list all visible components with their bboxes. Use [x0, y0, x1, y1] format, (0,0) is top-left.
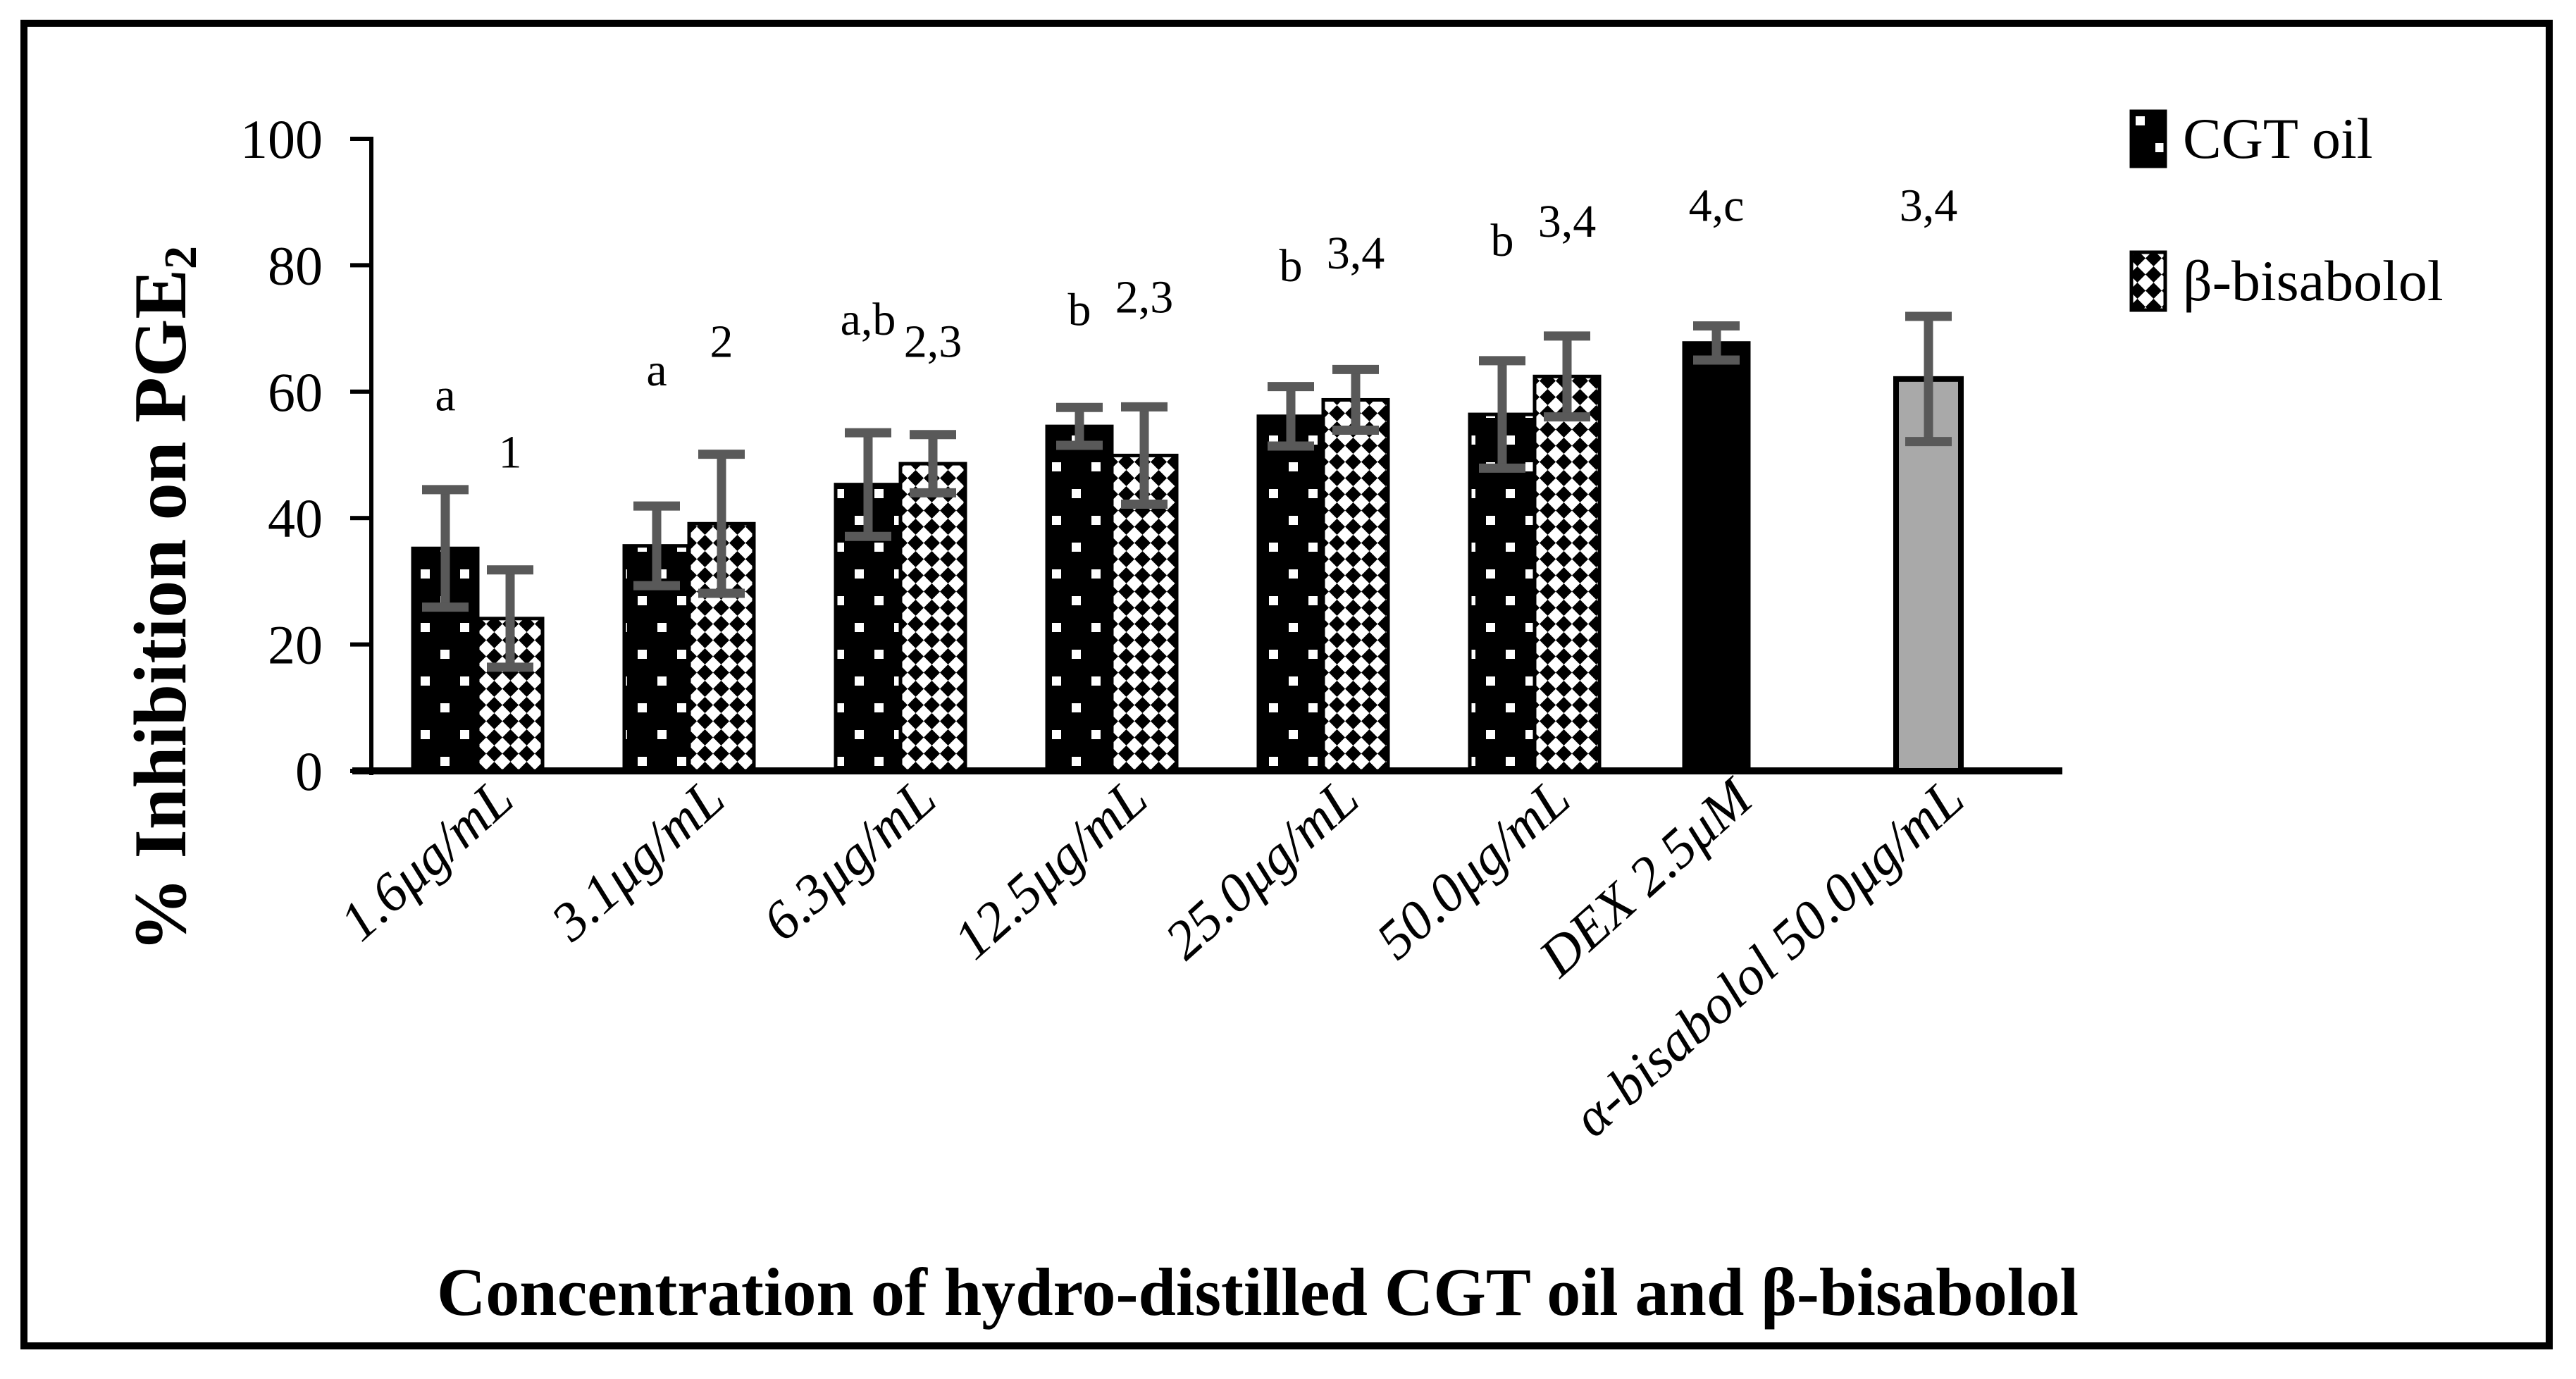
significance-note: 2 [710, 316, 733, 367]
y-tick [350, 642, 372, 647]
figure-border [20, 20, 2553, 1349]
significance-note: b [1491, 215, 1514, 266]
significance-note: 2,3 [904, 316, 962, 367]
beta-bisabolol-swatch-icon [2129, 250, 2167, 312]
bar [1256, 414, 1325, 773]
legend-item: β-bisabolol [2129, 248, 2444, 314]
y-axis-title-text: % Inhibition on PGE [119, 268, 202, 953]
y-tick-label: 40 [268, 488, 323, 549]
significance-note: 1 [499, 426, 522, 478]
legend-label: β-bisabolol [2183, 249, 2444, 313]
significance-note: 3,4 [1900, 180, 1958, 232]
x-axis-title: Concentration of hydro-distilled CGT oil… [436, 1254, 2079, 1330]
x-category-label: α-bisabolol 50.0μg/mL [1561, 767, 1975, 1149]
x-category-label: 12.5μg/mL [941, 767, 1158, 971]
y-tick-label: 60 [268, 361, 323, 423]
y-tick [350, 389, 372, 394]
x-axis-line [352, 767, 2062, 774]
y-tick-label: 20 [268, 614, 323, 676]
significance-note: a [435, 370, 455, 421]
bar [1532, 374, 1602, 773]
significance-note: b [1280, 240, 1303, 292]
legend: CGT oil β-bisabolol [2129, 106, 2444, 314]
significance-note: a [646, 345, 667, 396]
x-category-label: 1.6μg/mL [328, 767, 524, 952]
bar [898, 462, 967, 773]
y-tick [350, 137, 372, 141]
x-category-label: 25.0μg/mL [1153, 767, 1370, 971]
x-category-label: 6.3μg/mL [750, 767, 947, 952]
y-tick [350, 516, 372, 521]
significance-note: 3,4 [1538, 196, 1597, 247]
significance-note: 3,4 [1327, 228, 1385, 279]
legend-label: CGT oil [2183, 106, 2373, 171]
significance-note: 4,c [1689, 180, 1745, 232]
bar [1321, 397, 1390, 773]
y-tick-label: 0 [295, 741, 323, 802]
y-tick [350, 263, 372, 268]
significance-note: 2,3 [1115, 272, 1174, 323]
y-tick [350, 769, 372, 773]
y-axis-title-subscript: 2 [154, 245, 206, 269]
y-tick-label: 80 [268, 235, 323, 296]
significance-note: b [1068, 285, 1091, 336]
bar [1045, 424, 1114, 773]
y-tick-label: 100 [240, 109, 323, 170]
bar [1682, 341, 1751, 773]
y-axis-title: % Inhibition on PGE2 [118, 245, 206, 953]
x-category-label: 3.1μg/mL [539, 767, 736, 953]
y-axis-line [369, 137, 373, 775]
legend-item: CGT oil [2129, 106, 2444, 172]
significance-note: a,b [841, 294, 896, 345]
cgt-oil-swatch-icon [2129, 109, 2167, 168]
